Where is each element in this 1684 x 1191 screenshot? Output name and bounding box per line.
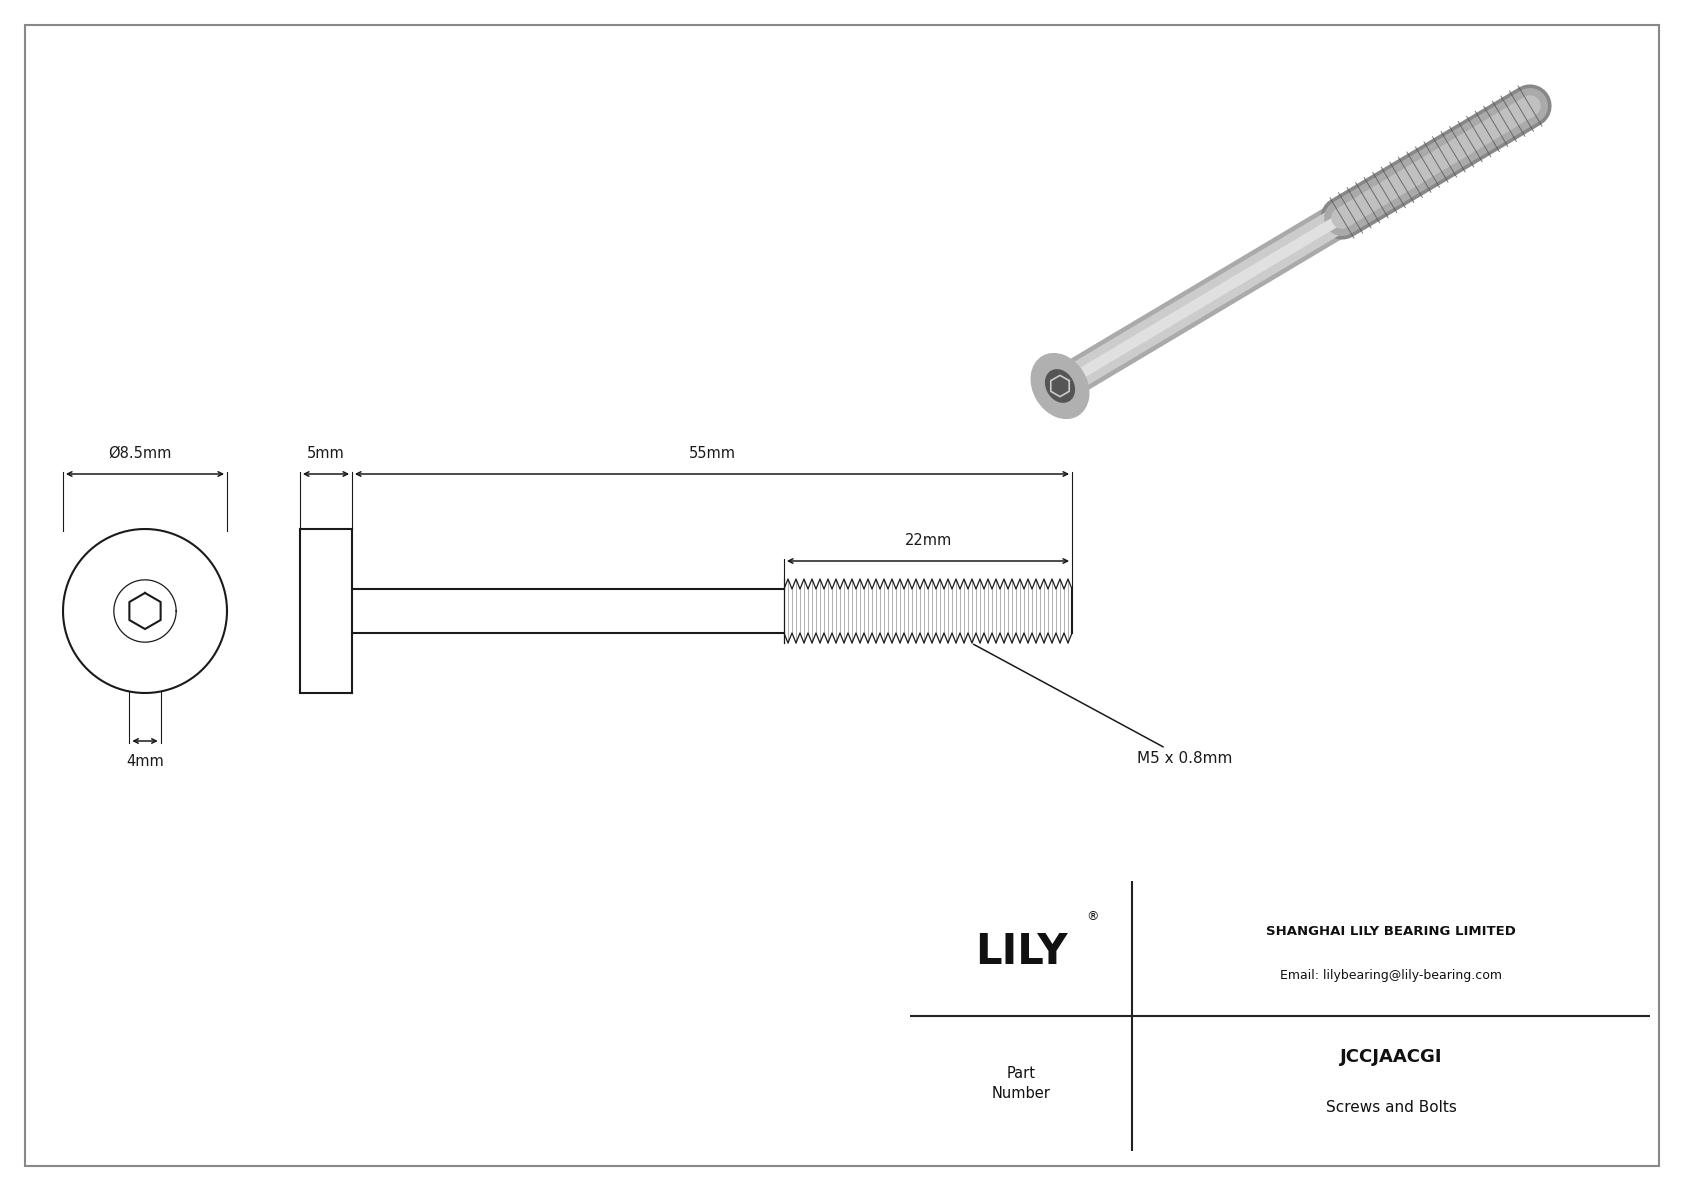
Text: Ø8.5mm: Ø8.5mm (108, 445, 172, 461)
Text: JCCJAACGI: JCCJAACGI (1340, 1048, 1442, 1066)
Text: M5 x 0.8mm: M5 x 0.8mm (973, 644, 1233, 766)
Text: Part
Number: Part Number (992, 1066, 1051, 1100)
Text: 22mm: 22mm (904, 534, 951, 548)
Text: Email: lilybearing@lily-bearing.com: Email: lilybearing@lily-bearing.com (1280, 969, 1502, 983)
Text: LILY: LILY (975, 931, 1068, 973)
Text: SHANGHAI LILY BEARING LIMITED: SHANGHAI LILY BEARING LIMITED (1266, 925, 1516, 939)
Text: 5mm: 5mm (306, 445, 345, 461)
Ellipse shape (1046, 370, 1074, 403)
Text: 4mm: 4mm (126, 754, 163, 769)
Text: 55mm: 55mm (689, 445, 736, 461)
Text: ®: ® (1086, 910, 1100, 923)
Text: Screws and Bolts: Screws and Bolts (1325, 1099, 1457, 1115)
Ellipse shape (1031, 354, 1090, 418)
